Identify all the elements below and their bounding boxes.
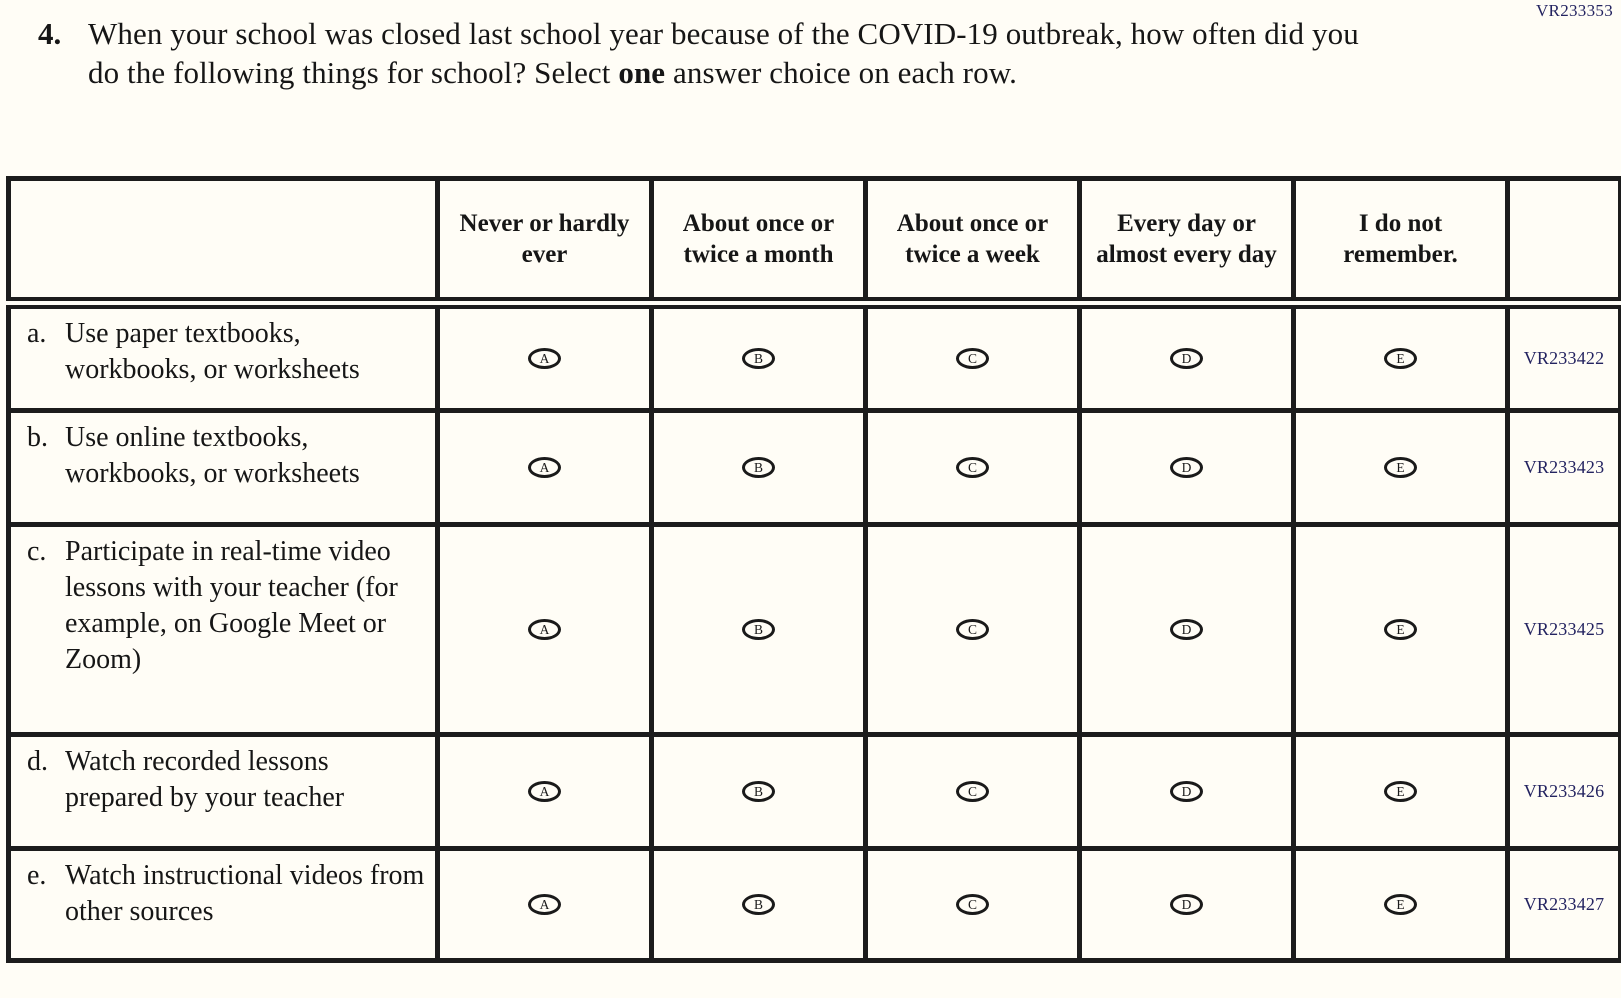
row-label: Watch recorded lessons prepared by your … [65, 746, 345, 813]
row-label-wrap: e. Watch instructional videos from other … [11, 858, 435, 930]
question-text-before: When your school was closed last school … [88, 16, 1359, 90]
answer-cell: B [649, 846, 868, 963]
answer-bubble-c[interactable]: C [956, 347, 989, 369]
answer-cell: A [435, 300, 654, 413]
answer-bubble-e[interactable]: E [1384, 781, 1417, 802]
answer-cell: A [435, 846, 654, 963]
answer-bubble-b[interactable]: B [742, 347, 775, 369]
answer-bubble-c[interactable]: C [956, 894, 989, 915]
form-code: VR233353 [1535, 1, 1613, 20]
answer-cell: E [1291, 732, 1510, 851]
row-label: Use online textbooks, workbooks, or work… [65, 422, 360, 489]
answer-bubble-c[interactable]: C [956, 457, 989, 478]
answer-cell: A [435, 732, 654, 851]
answer-cell: B [649, 408, 868, 527]
answer-cell: D [1077, 300, 1296, 413]
answer-cell: C [863, 522, 1082, 737]
answer-bubble-b[interactable]: B [742, 619, 775, 640]
table-row-a: a. Use paper textbooks, workbooks, or wor… [6, 300, 1621, 413]
answer-cell: B [649, 300, 868, 413]
row-label-wrap: c. Participate in real-time video lessons… [11, 534, 435, 678]
answer-cell: A [435, 408, 654, 527]
answer-bubble-b[interactable]: B [742, 781, 775, 802]
answer-bubble-a[interactable]: A [528, 781, 561, 802]
answer-cell: C [863, 408, 1082, 527]
answer-cell: C [863, 732, 1082, 851]
row-label: Watch instructional videos from other so… [65, 860, 425, 927]
answer-bubble-e[interactable]: E [1384, 457, 1417, 478]
answer-bubble-b[interactable]: B [742, 457, 775, 478]
answer-bubble-a[interactable]: A [528, 457, 561, 478]
table-body: a. Use paper textbooks, workbooks, or wor… [6, 300, 1621, 963]
header-spacer-left [6, 176, 440, 309]
answer-bubble-a[interactable]: A [528, 347, 561, 369]
row-letter: d. [27, 746, 48, 777]
row-code: VR233427 [1505, 846, 1621, 963]
row-label-cell: b. Use online textbooks, workbooks, or wo… [6, 408, 440, 527]
table-row-d: d. Watch recorded lessons prepared by you… [6, 732, 1621, 851]
row-code: VR233426 [1505, 732, 1621, 851]
row-label-wrap: b. Use online textbooks, workbooks, or wo… [11, 420, 435, 492]
answer-bubble-e[interactable]: E [1384, 619, 1417, 640]
column-header-1: Never or hardly ever [435, 176, 654, 309]
question-number: 4. [38, 16, 62, 51]
question-text: When your school was closed last school … [88, 14, 1388, 92]
answer-bubble-d[interactable]: D [1170, 619, 1203, 640]
column-header-2: About once or twice a month [649, 176, 868, 309]
answer-bubble-c[interactable]: C [956, 619, 989, 640]
header-spacer-right [1505, 176, 1621, 309]
table-row-e: e. Watch instructional videos from other … [6, 846, 1621, 963]
answer-cell: E [1291, 300, 1510, 413]
answer-cell: D [1077, 732, 1296, 851]
answer-cell: B [649, 732, 868, 851]
table-header: Never or hardly ever About once or twice … [6, 176, 1621, 309]
column-header-3: About once or twice a week [863, 176, 1082, 309]
answer-cell: E [1291, 846, 1510, 963]
answer-cell: C [863, 846, 1082, 963]
row-code: VR233423 [1505, 408, 1621, 527]
answer-bubble-d[interactable]: D [1170, 347, 1203, 369]
row-code: VR233425 [1505, 522, 1621, 737]
answer-cell: E [1291, 522, 1510, 737]
answer-cell: E [1291, 408, 1510, 527]
question-block: 4. When your school was closed last scho… [38, 14, 1388, 92]
row-label: Participate in real-time video lessons w… [65, 536, 398, 675]
row-label-wrap: a. Use paper textbooks, workbooks, or wor… [11, 316, 435, 388]
answer-cell: D [1077, 522, 1296, 737]
row-code: VR233422 [1505, 300, 1621, 413]
answer-bubble-d[interactable]: D [1170, 894, 1203, 915]
question-text-after: answer choice on each row. [665, 55, 1018, 90]
row-letter: b. [27, 422, 48, 453]
answer-bubble-d[interactable]: D [1170, 457, 1203, 478]
answer-bubble-e[interactable]: E [1384, 894, 1417, 915]
answer-cell: A [435, 522, 654, 737]
header-row: Never or hardly ever About once or twice … [6, 176, 1621, 309]
column-header-4: Every day or almost every day [1077, 176, 1296, 309]
answer-bubble-d[interactable]: D [1170, 781, 1203, 802]
column-header-5: I do not remember. [1291, 176, 1510, 309]
row-letter: a. [27, 317, 47, 349]
row-label-cell: e. Watch instructional videos from other … [6, 846, 440, 963]
answer-cell: D [1077, 408, 1296, 527]
answer-cell: B [649, 522, 868, 737]
answer-bubble-a[interactable]: A [528, 619, 561, 640]
row-letter: e. [27, 860, 47, 891]
row-label-cell: c. Participate in real-time video lessons… [6, 522, 440, 737]
answer-bubble-b[interactable]: B [742, 894, 775, 915]
answer-cell: D [1077, 846, 1296, 963]
question-bold-word: one [618, 55, 666, 90]
row-label-cell: a. Use paper textbooks, workbooks, or wor… [6, 300, 440, 413]
row-letter: c. [27, 536, 47, 567]
answer-bubble-e[interactable]: E [1384, 347, 1417, 369]
answer-bubble-c[interactable]: C [956, 781, 989, 802]
row-label-wrap: d. Watch recorded lessons prepared by you… [11, 744, 435, 816]
row-label: Use paper textbooks, workbooks, or works… [65, 317, 360, 385]
row-label-cell: d. Watch recorded lessons prepared by you… [6, 732, 440, 851]
table-row-b: b. Use online textbooks, workbooks, or wo… [6, 408, 1621, 527]
table-row-c: c. Participate in real-time video lessons… [6, 522, 1621, 737]
answer-bubble-a[interactable]: A [528, 894, 561, 915]
response-grid-table: Never or hardly ever About once or twice … [6, 176, 1621, 963]
answer-cell: C [863, 300, 1082, 413]
